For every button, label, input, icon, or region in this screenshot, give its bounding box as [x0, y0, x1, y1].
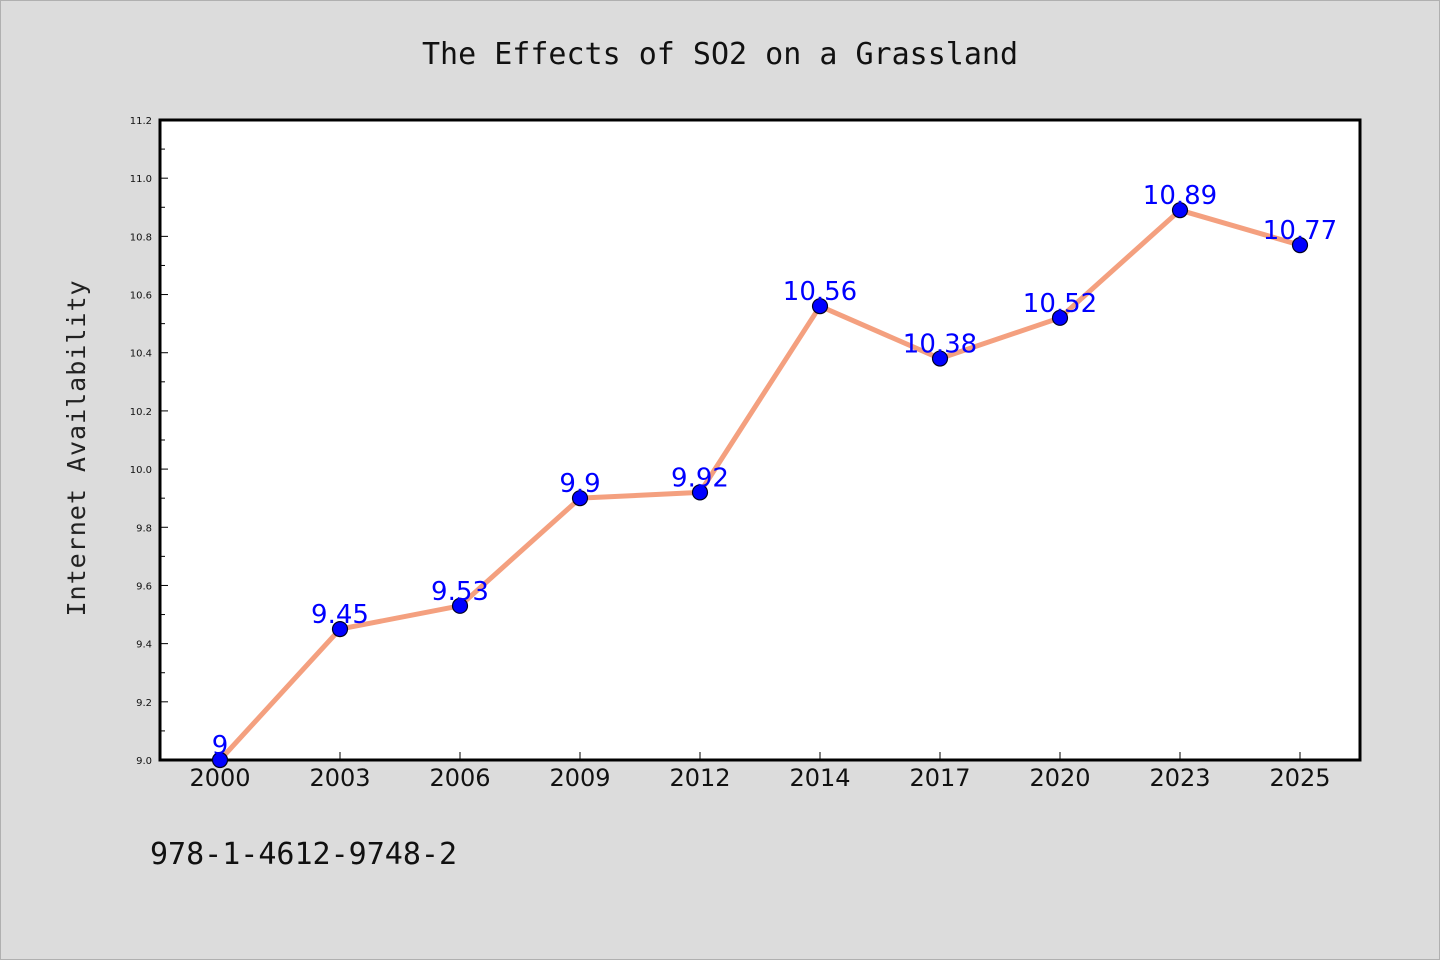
x-tick-label: 2006 [429, 764, 490, 792]
data-label: 10.77 [1263, 216, 1337, 246]
x-tick-label: 2020 [1029, 764, 1090, 792]
data-point [1291, 236, 1309, 254]
y-axis-label: Internet Availability [62, 279, 91, 616]
y-tick-label: 10.8 [130, 232, 152, 243]
series-markers [211, 202, 1309, 769]
data-point [211, 751, 229, 769]
x-tick-label: 2000 [189, 764, 250, 792]
data-label: 9.9 [559, 469, 600, 499]
y-tick-label: 9.6 [136, 581, 152, 592]
data-label: 10.56 [783, 277, 857, 307]
y-tick-label: 10.2 [130, 407, 152, 418]
y-tick-label: 10.6 [130, 291, 152, 302]
data-point [931, 350, 949, 367]
data-point [451, 597, 469, 614]
data-label: 10.52 [1023, 289, 1097, 319]
data-labels: 9 9.45 9.53 9.9 9.92 10.56 10.38 10.52 10.89 10.7… [212, 181, 1337, 761]
x-tick-label: 2017 [909, 764, 970, 792]
x-tick-label: 2009 [549, 764, 610, 792]
data-label: 9.92 [671, 463, 729, 493]
x-tick-label: 2025 [1269, 764, 1330, 792]
y-axis-ticks: 9.0 9.2 9.4 9.6 9.8 10.0 10.2 10.4 10.6 10.8 11.0 1… [130, 116, 168, 767]
y-tick-label: 9.2 [136, 698, 152, 709]
y-tick-label: 11.0 [130, 174, 152, 185]
y-tick-label: 9.0 [136, 756, 152, 767]
y-tick-label: 9.8 [136, 523, 152, 534]
x-tick-label: 2003 [309, 764, 370, 792]
y-tick-label: 11.2 [130, 116, 152, 127]
data-label: 9.45 [311, 600, 369, 630]
data-point [1171, 202, 1189, 219]
data-label: 9 [212, 731, 229, 761]
y-tick-label: 9.4 [136, 640, 152, 651]
x-axis-ticks: 2000 2003 2006 2009 2012 2014 2017 2020 2023 2025 [189, 752, 1331, 792]
x-tick-label: 2012 [669, 764, 730, 792]
data-point [691, 484, 709, 501]
data-label: 9.53 [431, 577, 489, 607]
data-point [571, 490, 589, 507]
series-line [217, 207, 1303, 763]
x-tick-label: 2014 [789, 764, 850, 792]
x-tick-label: 2023 [1149, 764, 1210, 792]
data-label: 10.89 [1143, 181, 1217, 211]
data-point [811, 298, 829, 315]
data-point [331, 620, 349, 638]
data-point [1051, 309, 1069, 326]
y-tick-label: 10.0 [130, 465, 152, 476]
footer-isbn: 978-1-4612-9748-2 [150, 837, 457, 872]
chart-title: The Effects of SO2 on a Grassland [422, 37, 1018, 72]
y-tick-label: 10.4 [130, 349, 152, 360]
data-label: 10.38 [903, 330, 977, 360]
